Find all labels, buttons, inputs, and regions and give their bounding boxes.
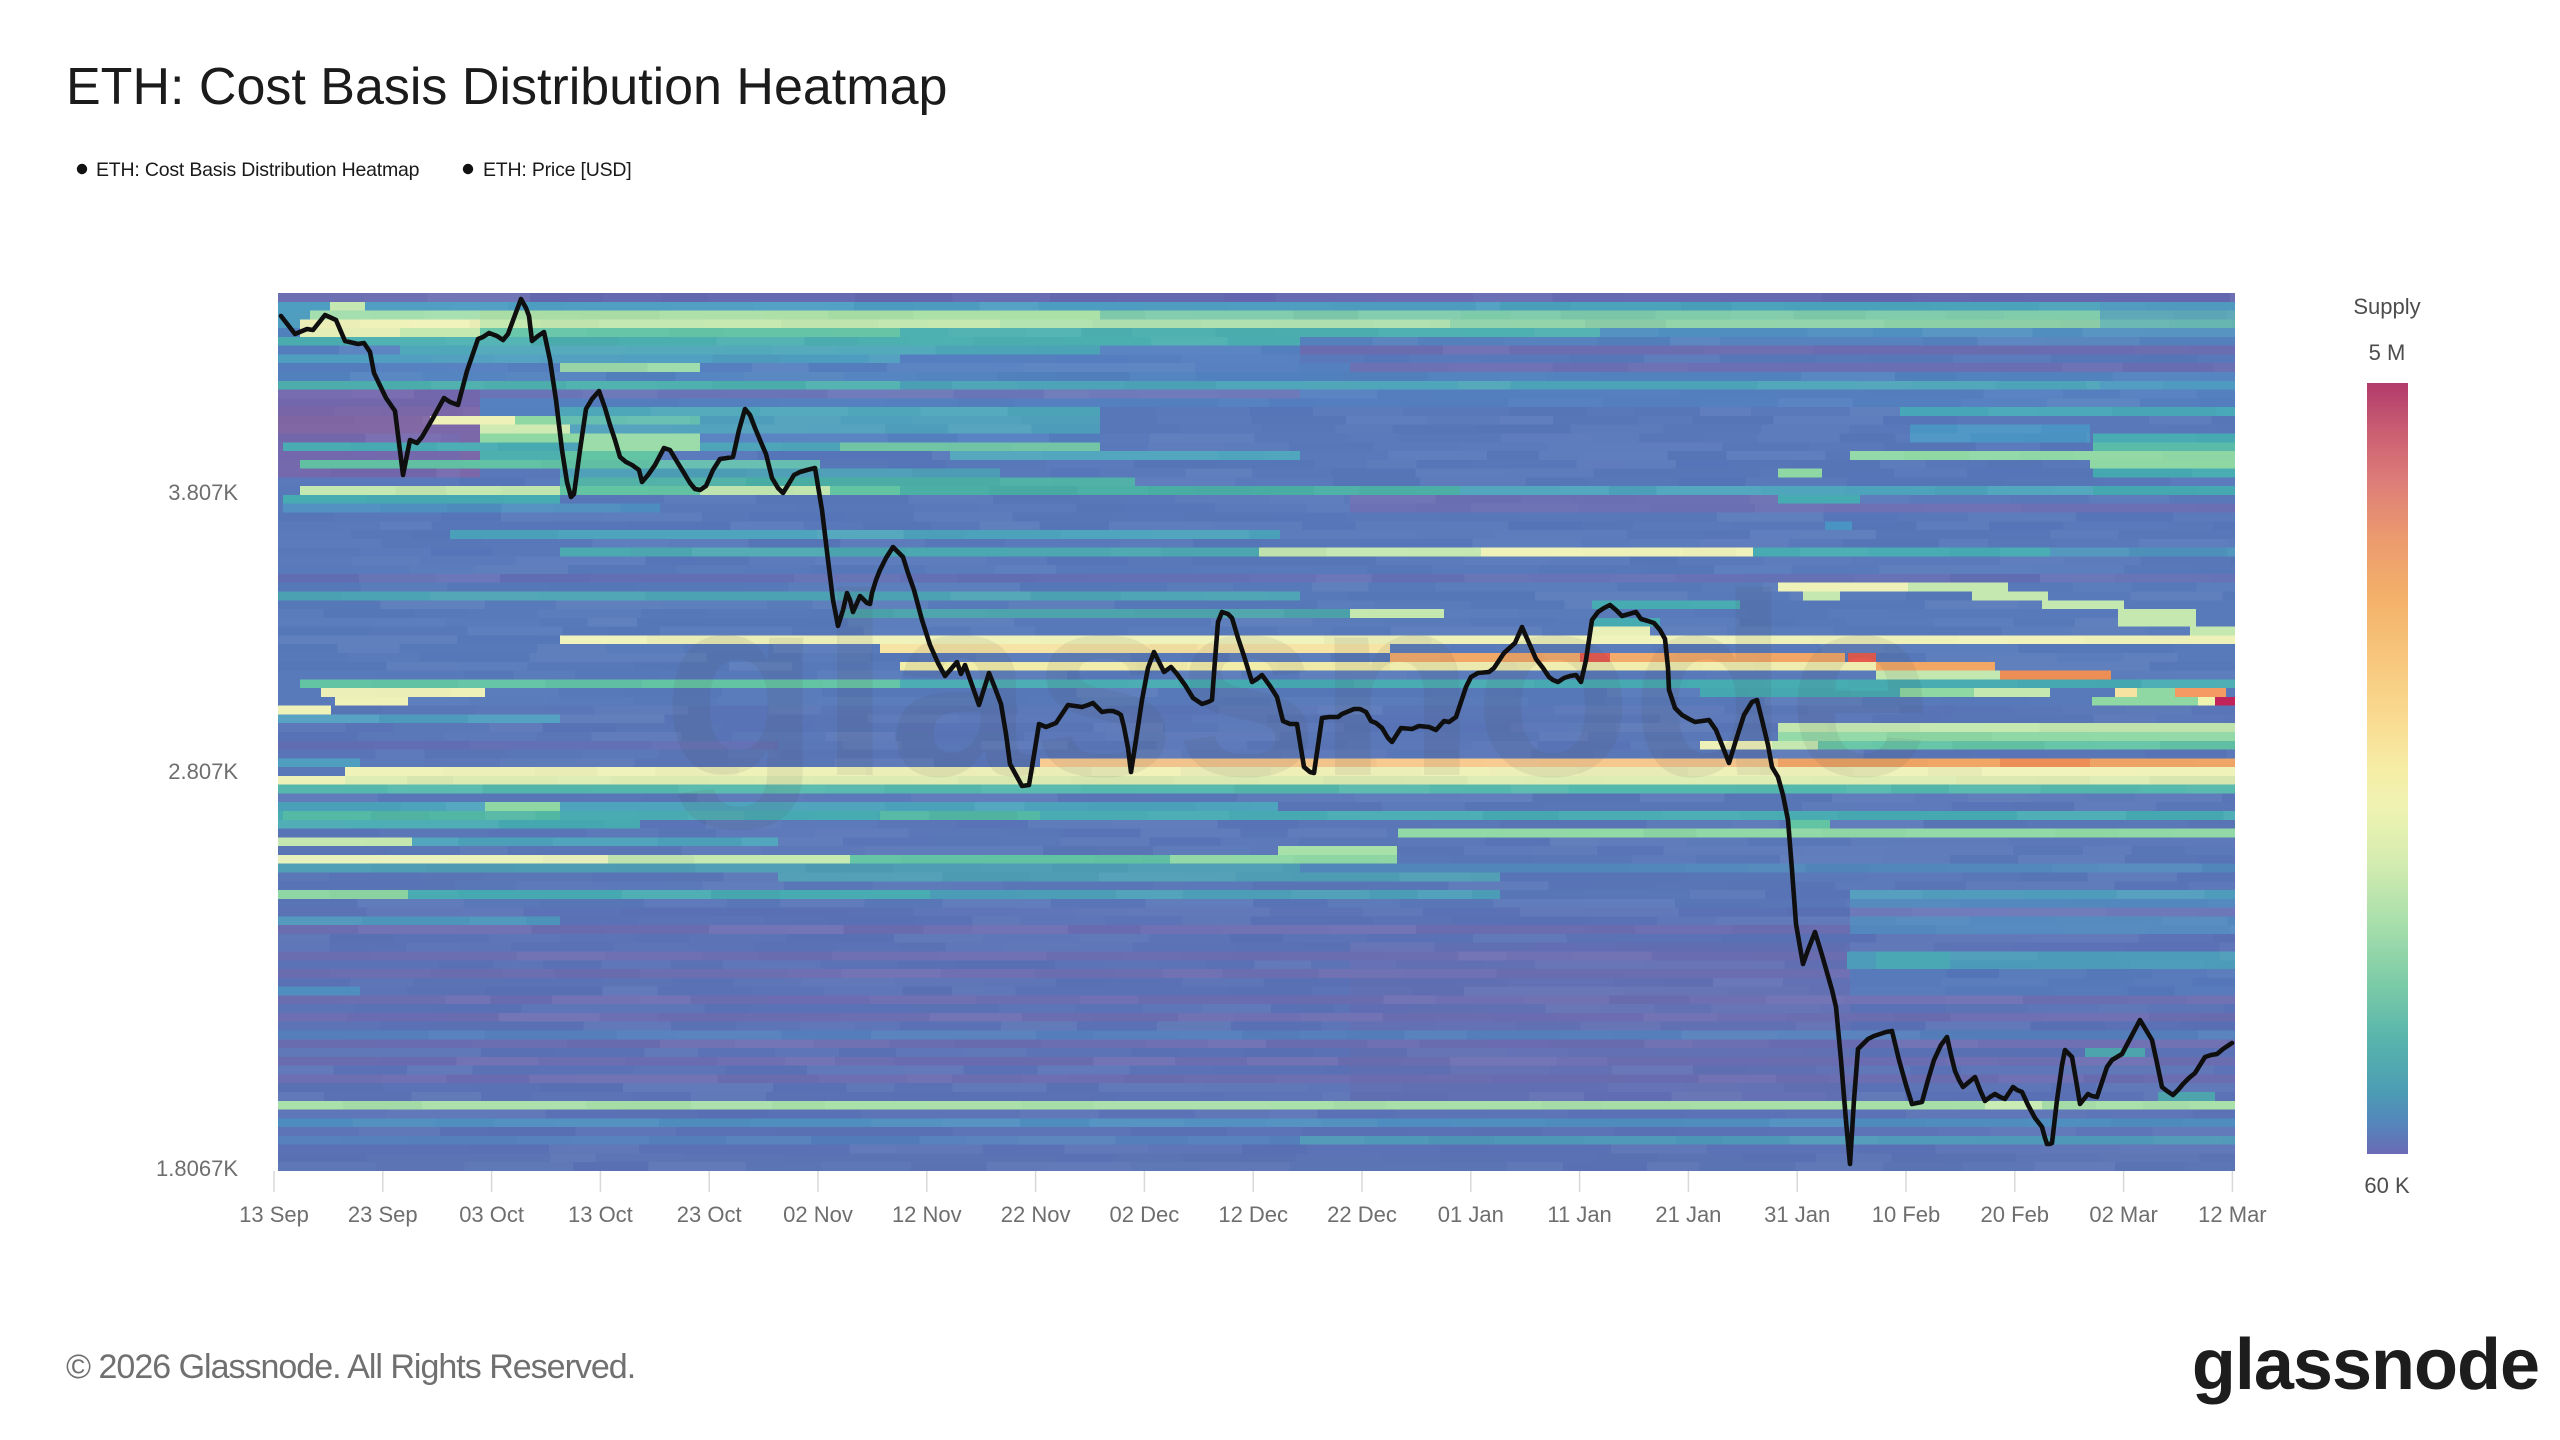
- svg-text:01 Jan: 01 Jan: [1438, 1202, 1504, 1227]
- svg-text:3.807K: 3.807K: [168, 480, 238, 505]
- svg-text:02 Mar: 02 Mar: [2089, 1202, 2157, 1227]
- svg-text:Supply: Supply: [2353, 294, 2420, 319]
- svg-text:21 Jan: 21 Jan: [1655, 1202, 1721, 1227]
- svg-text:glassnode: glassnode: [2192, 1325, 2539, 1405]
- svg-text:12 Dec: 12 Dec: [1218, 1202, 1288, 1227]
- svg-text:12 Nov: 12 Nov: [892, 1202, 962, 1227]
- svg-text:22 Dec: 22 Dec: [1327, 1202, 1397, 1227]
- svg-text:ETH: Cost Basis Distribution H: ETH: Cost Basis Distribution Heatmap: [66, 58, 947, 116]
- svg-text:23 Oct: 23 Oct: [677, 1202, 742, 1227]
- svg-text:1.8067K: 1.8067K: [156, 1156, 238, 1181]
- svg-text:31 Jan: 31 Jan: [1764, 1202, 1830, 1227]
- svg-text:03 Oct: 03 Oct: [459, 1202, 524, 1227]
- svg-text:glassnode: glassnode: [662, 541, 1930, 832]
- svg-text:13 Sep: 13 Sep: [239, 1202, 309, 1227]
- svg-text:20 Feb: 20 Feb: [1981, 1202, 2050, 1227]
- svg-text:02 Dec: 02 Dec: [1110, 1202, 1180, 1227]
- svg-text:60 K: 60 K: [2364, 1173, 2410, 1198]
- svg-text:2.807K: 2.807K: [168, 759, 238, 784]
- svg-text:5 M: 5 M: [2369, 340, 2406, 365]
- svg-text:ETH: Price [USD]: ETH: Price [USD]: [483, 159, 632, 181]
- svg-text:10 Feb: 10 Feb: [1872, 1202, 1941, 1227]
- svg-text:22 Nov: 22 Nov: [1001, 1202, 1071, 1227]
- svg-text:23 Sep: 23 Sep: [348, 1202, 418, 1227]
- svg-text:13 Oct: 13 Oct: [568, 1202, 633, 1227]
- svg-text:© 2026 Glassnode. All Rights R: © 2026 Glassnode. All Rights Reserved.: [66, 1348, 635, 1386]
- svg-text:12 Mar: 12 Mar: [2198, 1202, 2266, 1227]
- svg-text:ETH: Cost Basis Distribution H: ETH: Cost Basis Distribution Heatmap: [96, 159, 420, 181]
- svg-text:02 Nov: 02 Nov: [783, 1202, 853, 1227]
- svg-text:11 Jan: 11 Jan: [1547, 1202, 1611, 1227]
